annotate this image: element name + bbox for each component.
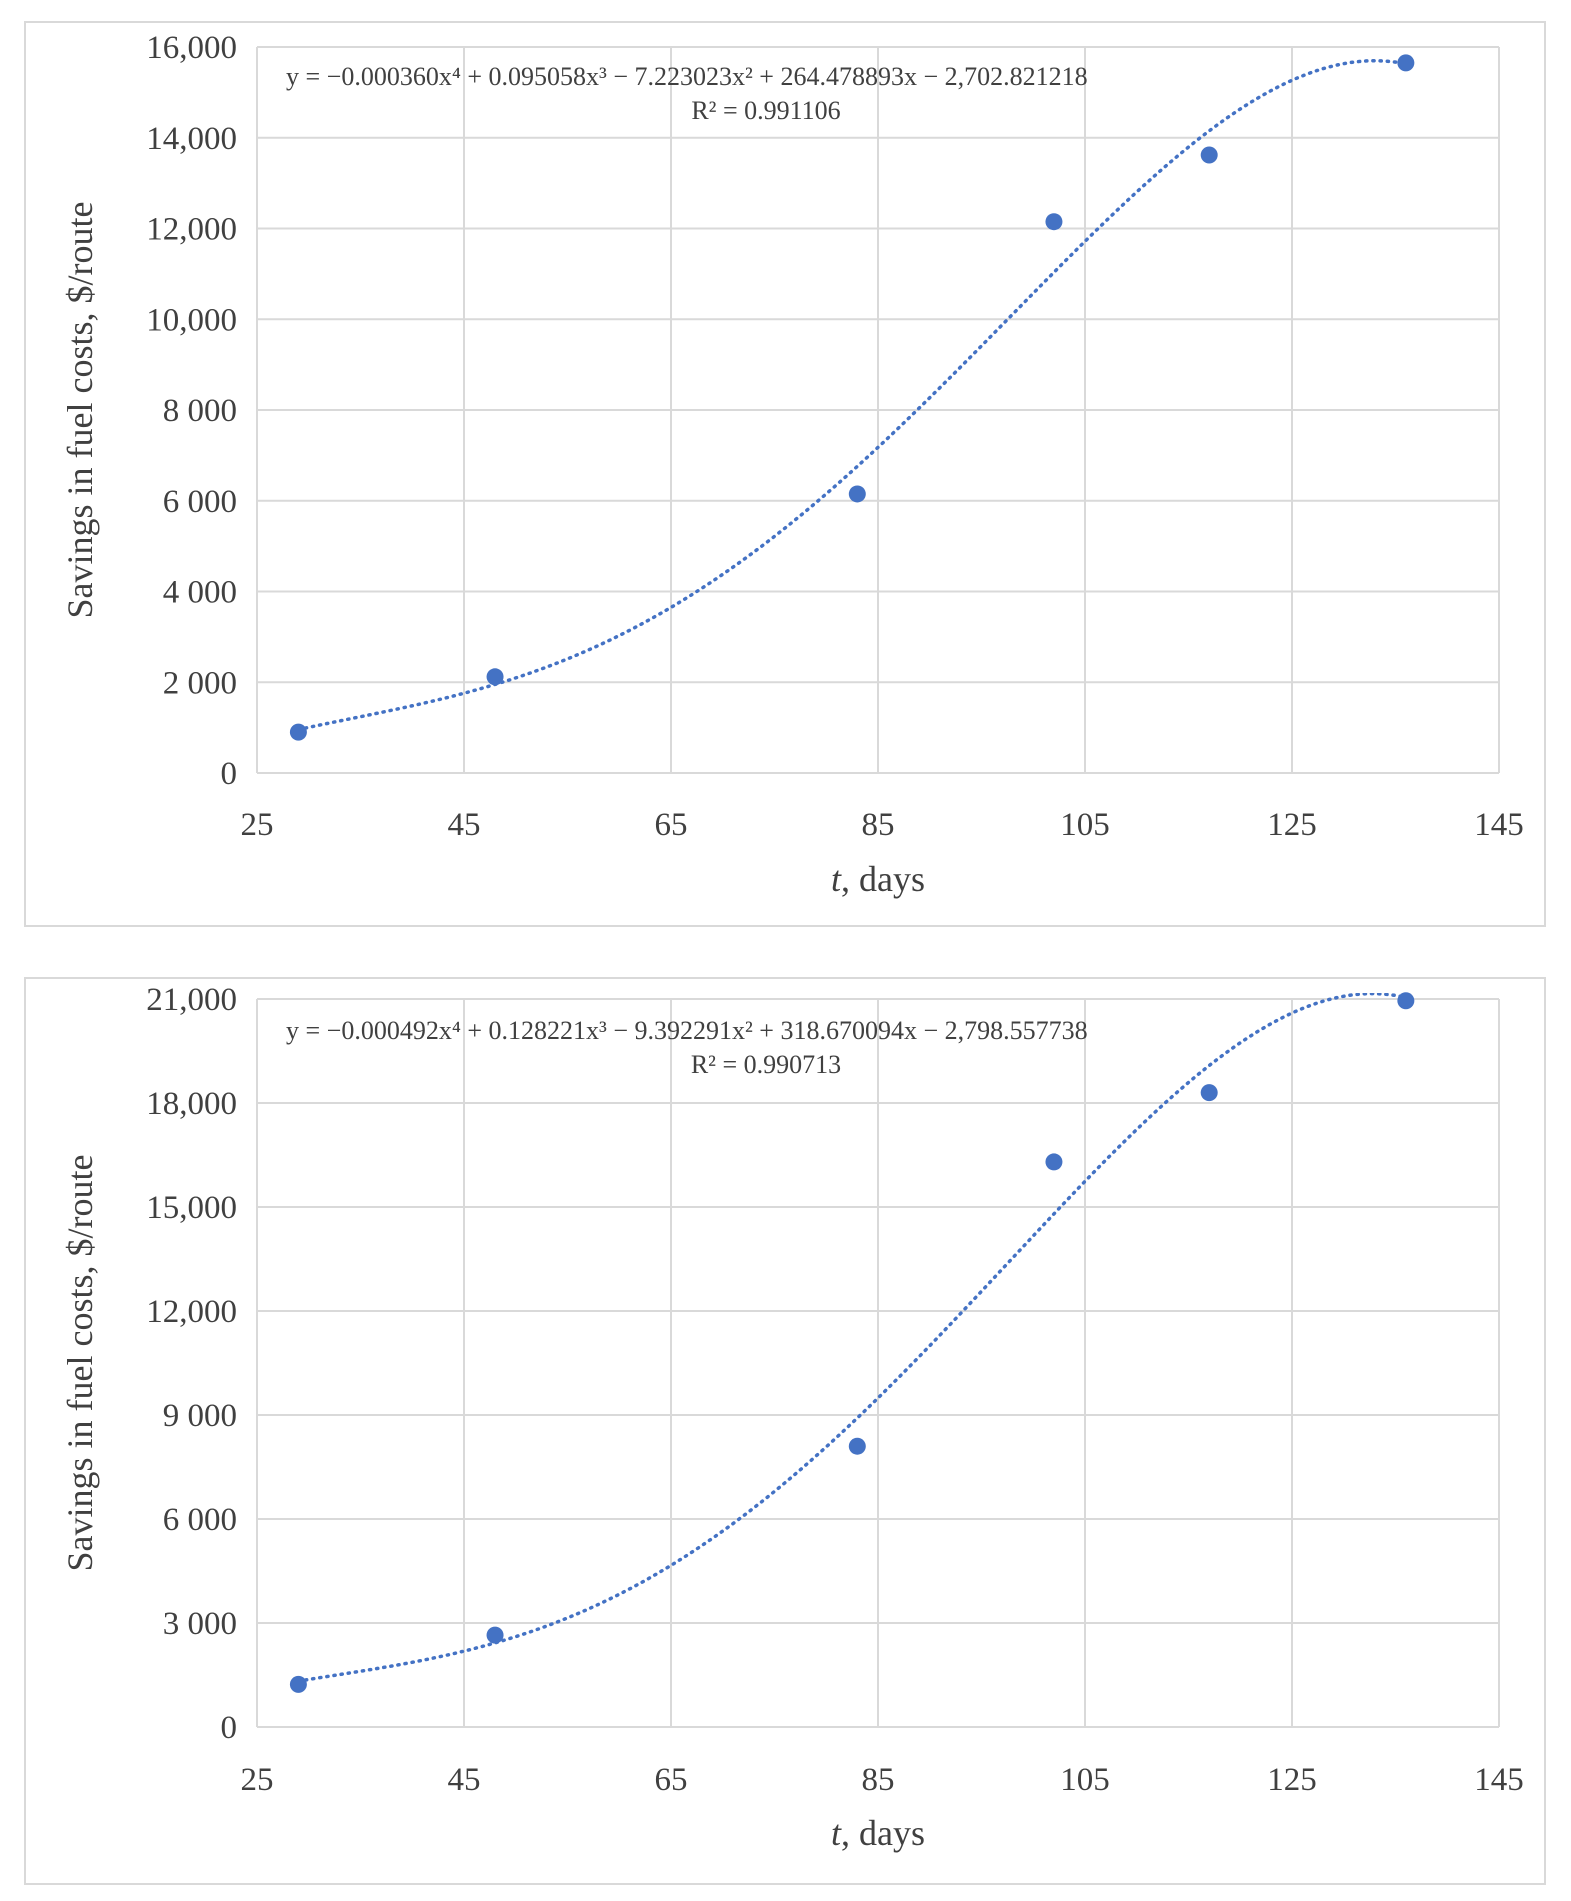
- data-point: [1200, 146, 1218, 164]
- y-tick-label: 0: [221, 756, 238, 792]
- trendline-equation: y = −0.000360x⁴ + 0.095058x³ − 7.223023x…: [286, 62, 1088, 91]
- x-tick-label: 25: [241, 1762, 274, 1798]
- x-tick-label: 105: [1060, 807, 1110, 843]
- x-tick-label: 85: [862, 1762, 895, 1798]
- trendline: [296, 993, 1408, 1683]
- x-tick-label: 145: [1474, 807, 1524, 843]
- y-tick-label: 6 000: [163, 484, 237, 520]
- y-axis-label: Savings in fuel costs, $/route: [60, 202, 100, 619]
- y-tick-label: 21,000: [146, 982, 237, 1018]
- data-point: [848, 485, 866, 503]
- data-point: [1397, 992, 1415, 1010]
- data-point: [289, 723, 307, 741]
- chart-2: 0 3 000 6 000 9 000 12,000 15,000 18,000 21,000…: [24, 977, 1546, 1885]
- y-tick-label: 14,000: [146, 121, 237, 157]
- x-tick-label: 125: [1267, 807, 1317, 843]
- data-point: [486, 668, 504, 686]
- x-axis-label: t, days: [831, 1813, 925, 1853]
- trendline: [296, 58, 1408, 732]
- chart-1: 0 2 000 4 000 6 000 8 000 10,000 12,000 14,000 1…: [24, 21, 1546, 927]
- y-tick-label: 0: [221, 1710, 238, 1746]
- x-tick-label: 45: [448, 807, 481, 843]
- data-point: [289, 1675, 307, 1693]
- y-tick-label: 6 000: [163, 1502, 237, 1538]
- x-axis-label: t, days: [831, 859, 925, 899]
- y-tick-label: 12,000: [146, 212, 237, 248]
- data-point: [848, 1437, 866, 1455]
- data-point: [1045, 1153, 1063, 1171]
- x-tick-label: 85: [862, 807, 895, 843]
- y-tick-label: 10,000: [146, 302, 237, 338]
- y-tick-label: 2 000: [163, 665, 237, 701]
- chart-1-svg: 0 2 000 4 000 6 000 8 000 10,000 12,000 14,000 1…: [60, 30, 1524, 899]
- trendline-r-squared: R² = 0.991106: [691, 96, 840, 125]
- data-point: [486, 1626, 504, 1644]
- x-tick-label: 125: [1267, 1762, 1317, 1798]
- x-tick-label: 25: [241, 807, 274, 843]
- y-tick-label: 4 000: [163, 575, 237, 611]
- y-tick-label: 3 000: [163, 1606, 237, 1642]
- data-point: [1045, 213, 1063, 231]
- y-tick-label: 15,000: [146, 1190, 237, 1226]
- y-tick-label: 9 000: [163, 1398, 237, 1434]
- x-tick-label: 145: [1474, 1762, 1524, 1798]
- y-tick-label: 12,000: [146, 1294, 237, 1330]
- data-point: [1200, 1084, 1218, 1102]
- chart-2-svg: 0 3 000 6 000 9 000 12,000 15,000 18,000 21,000…: [60, 982, 1524, 1853]
- y-tick-label: 8 000: [163, 393, 237, 429]
- x-tick-label: 65: [655, 1762, 688, 1798]
- x-tick-label: 65: [655, 807, 688, 843]
- y-axis-label: Savings in fuel costs, $/route: [60, 1155, 100, 1572]
- x-tick-label: 105: [1060, 1762, 1110, 1798]
- trendline-equation: y = −0.000492x⁴ + 0.128221x³ − 9.392291x…: [286, 1016, 1088, 1045]
- y-tick-label: 18,000: [146, 1086, 237, 1122]
- data-point: [1397, 54, 1415, 72]
- trendline-r-squared: R² = 0.990713: [691, 1050, 841, 1079]
- x-tick-label: 45: [448, 1762, 481, 1798]
- y-tick-label: 16,000: [146, 30, 237, 66]
